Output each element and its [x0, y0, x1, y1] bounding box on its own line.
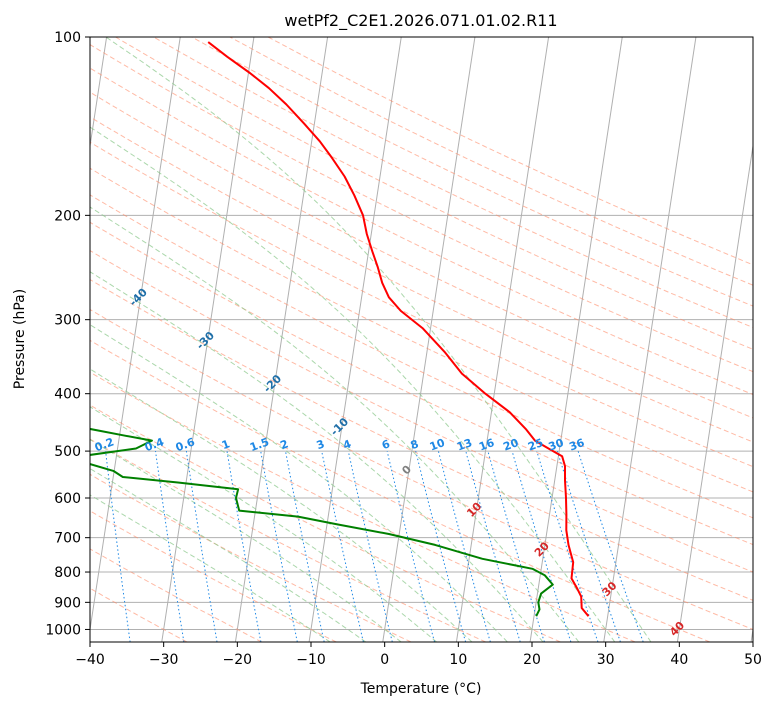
y-tick-label: 400 [54, 387, 81, 403]
mixing-ratio-line [285, 451, 325, 642]
x-tick-label: 40 [670, 652, 688, 668]
plot-frame [89, 36, 754, 643]
moist-adiabat [90, 467, 367, 642]
isotherm-line [529, 37, 623, 642]
mixing-ratio-label: 20 [501, 436, 520, 454]
dry-adiabat [191, 37, 753, 307]
x-tick-label: −20 [223, 652, 253, 668]
isotherm-line [455, 37, 550, 642]
dry-adiabat [90, 167, 753, 493]
plot-area: 0.10.20.40.611.52346810131620253036-100-… [90, 37, 753, 642]
mixing-ratio-label: 0.2 [93, 435, 116, 454]
mixing-ratio-label: 0.6 [174, 435, 197, 454]
dry-adiabat [90, 194, 753, 519]
moist-adiabat [90, 368, 473, 642]
profile-series [90, 41, 590, 617]
dry-adiabat [90, 339, 710, 642]
mixing-ratio-label: 30 [547, 436, 566, 454]
dry-adiabat [90, 116, 753, 443]
isotherm-line [161, 37, 255, 642]
y-tick-label: 1000 [45, 622, 81, 638]
y-tick-label: 100 [54, 30, 81, 46]
x-tick-label: 50 [744, 652, 762, 668]
axis-ticks: −40 −30 −20 −10 0 10 20 30 40 5010020030040050060… [45, 30, 762, 668]
moist-adiabat [90, 271, 544, 642]
mixing-ratio-line [321, 451, 364, 642]
moist-adiabat [105, 37, 652, 642]
mixing-ratio-line [260, 451, 298, 642]
x-tick-label: 10 [449, 652, 467, 668]
y-axis-label: Pressure (hPa) [12, 289, 28, 389]
dry-adiabat [229, 37, 753, 286]
mixing-ratio-label: 6 [380, 437, 392, 452]
y-tick-label: 200 [54, 208, 81, 224]
x-tick-label: 0 [380, 652, 389, 668]
isotherm-line [603, 37, 697, 642]
mixing-ratio-line [415, 450, 467, 642]
x-tick-label: −10 [296, 652, 326, 668]
isotherm-line [382, 37, 476, 642]
dry-adiabat [90, 279, 753, 601]
mixing-ratio-line [577, 450, 644, 642]
moist-adiabats [90, 37, 652, 642]
dry-adiabats [90, 37, 753, 642]
mixing-ratio-label: 0.4 [143, 435, 166, 454]
chart-title: wetPf2_C2E1.2026.071.01.02.R11 [284, 11, 557, 31]
x-tick-label: −30 [149, 652, 179, 668]
mixing-ratio-line [511, 450, 572, 642]
mixing-ratio-line [386, 450, 435, 642]
dry-adiabat [90, 548, 262, 642]
mixing-ratio-label: 1 [220, 437, 232, 452]
moist-adiabat [90, 324, 508, 642]
mixing-ratio-label: 16 [477, 436, 496, 454]
y-tick-label: 600 [54, 491, 81, 507]
dewpoint-profile-line [90, 427, 554, 617]
mixing-ratio-line [105, 451, 131, 642]
mixing-ratio-line [155, 451, 185, 642]
isotherm-line [234, 37, 329, 642]
isotherm-line [90, 37, 181, 633]
mixing-ratio-line [437, 450, 491, 642]
mixing-ratio-label: 36 [567, 436, 586, 454]
moist-adiabat [90, 494, 331, 642]
dry-adiabat [90, 250, 753, 573]
y-tick-label: 700 [54, 531, 81, 547]
dry-adiabat [115, 37, 753, 350]
x-tick-label: 20 [523, 652, 541, 668]
dry-adiabat [153, 37, 753, 329]
mixing-ratio-line [465, 450, 521, 642]
mixing-ratio-line [347, 450, 393, 642]
mixing-ratio-label: 13 [455, 436, 474, 453]
x-axis-label: Temperature (°C) [360, 681, 482, 697]
mixing-ratio-label: 3 [315, 437, 327, 452]
isotherm-line [90, 37, 108, 150]
mixing-ratio-label: 25 [526, 436, 545, 453]
isotherm-line [676, 142, 753, 642]
y-tick-label: 900 [54, 595, 81, 611]
dry-adiabat [90, 438, 486, 642]
mixing-ratio-label: 2 [278, 437, 290, 452]
mixing-ratio-label: 8 [409, 437, 421, 452]
mixing-ratio-line [556, 450, 621, 642]
y-tick-label: 300 [54, 313, 81, 329]
y-tick-label: 500 [54, 444, 81, 460]
x-tick-label: 30 [597, 652, 615, 668]
mixing-ratio-line [487, 450, 545, 642]
mixing-ratio-label: 10 [428, 436, 447, 454]
mixing-ratio-label: 1.5 [248, 435, 271, 454]
y-tick-label: 800 [54, 565, 81, 581]
x-tick-label: −40 [75, 652, 105, 668]
mixing-ratio-line [536, 450, 599, 642]
mixing-ratio-lines [105, 450, 644, 642]
dry-adiabat [90, 473, 412, 642]
temperature-profile-line [207, 41, 590, 617]
dry-adiabat [90, 141, 753, 468]
mixing-ratio-label: 4 [341, 437, 353, 452]
